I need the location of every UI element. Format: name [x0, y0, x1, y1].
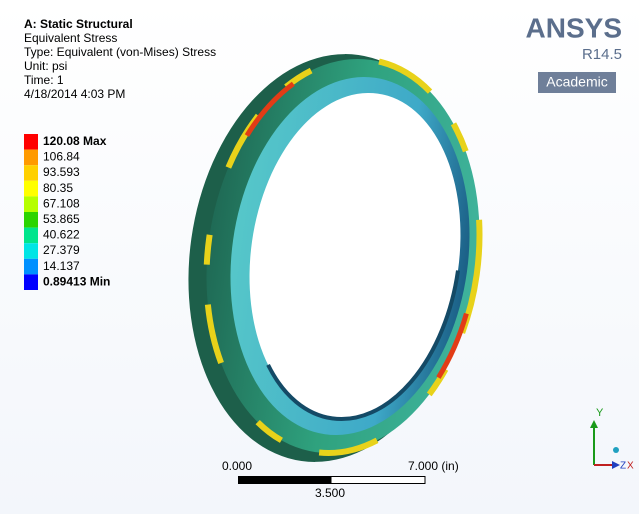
legend-swatch	[24, 196, 38, 212]
legend-swatch	[24, 259, 38, 275]
legend-label: 67.108	[43, 196, 80, 210]
header-line: Type: Equivalent (von-Mises) Stress	[24, 45, 216, 59]
logo-edition: Academic	[546, 74, 607, 90]
header-line: Unit: psi	[24, 59, 67, 73]
legend-swatch	[24, 274, 38, 290]
legend-label: 14.137	[43, 259, 80, 273]
triad-z: Z	[620, 461, 626, 472]
legend-label: 0.89413 Min	[43, 274, 110, 288]
header-line: 4/18/2014 4:03 PM	[24, 87, 125, 101]
scale-segment	[238, 476, 331, 484]
legend-swatch	[24, 228, 38, 244]
header-line: A: Static Structural	[24, 17, 133, 31]
legend-swatch	[24, 134, 38, 150]
logo-version: R14.5	[582, 46, 622, 63]
legend-swatch	[24, 243, 38, 259]
legend-swatch	[24, 165, 38, 181]
legend-swatch	[24, 181, 38, 197]
scale-middle: 3.500	[315, 486, 345, 500]
legend-label: 106.84	[43, 150, 80, 164]
header-line: Time: 1	[24, 73, 64, 87]
legend-swatch	[24, 150, 38, 166]
legend-label: 80.35	[43, 181, 73, 195]
legend-label: 27.379	[43, 243, 80, 257]
legend-swatch	[24, 212, 38, 228]
triad-x: X	[627, 461, 634, 472]
header-line: Equivalent Stress	[24, 31, 117, 45]
scale-end: 7.000 (in)	[408, 459, 459, 473]
legend-label: 120.08 Max	[43, 134, 107, 148]
legend-label: 40.622	[43, 228, 80, 242]
triad-y: Y	[596, 407, 604, 419]
logo-name: ANSYS	[526, 12, 622, 43]
legend-label: 53.865	[43, 212, 80, 226]
legend-label: 93.593	[43, 165, 80, 179]
scale-segment	[331, 477, 425, 484]
scale-start: 0.000	[222, 459, 252, 473]
viewport: A: Static StructuralEquivalent StressTyp…	[0, 0, 639, 514]
